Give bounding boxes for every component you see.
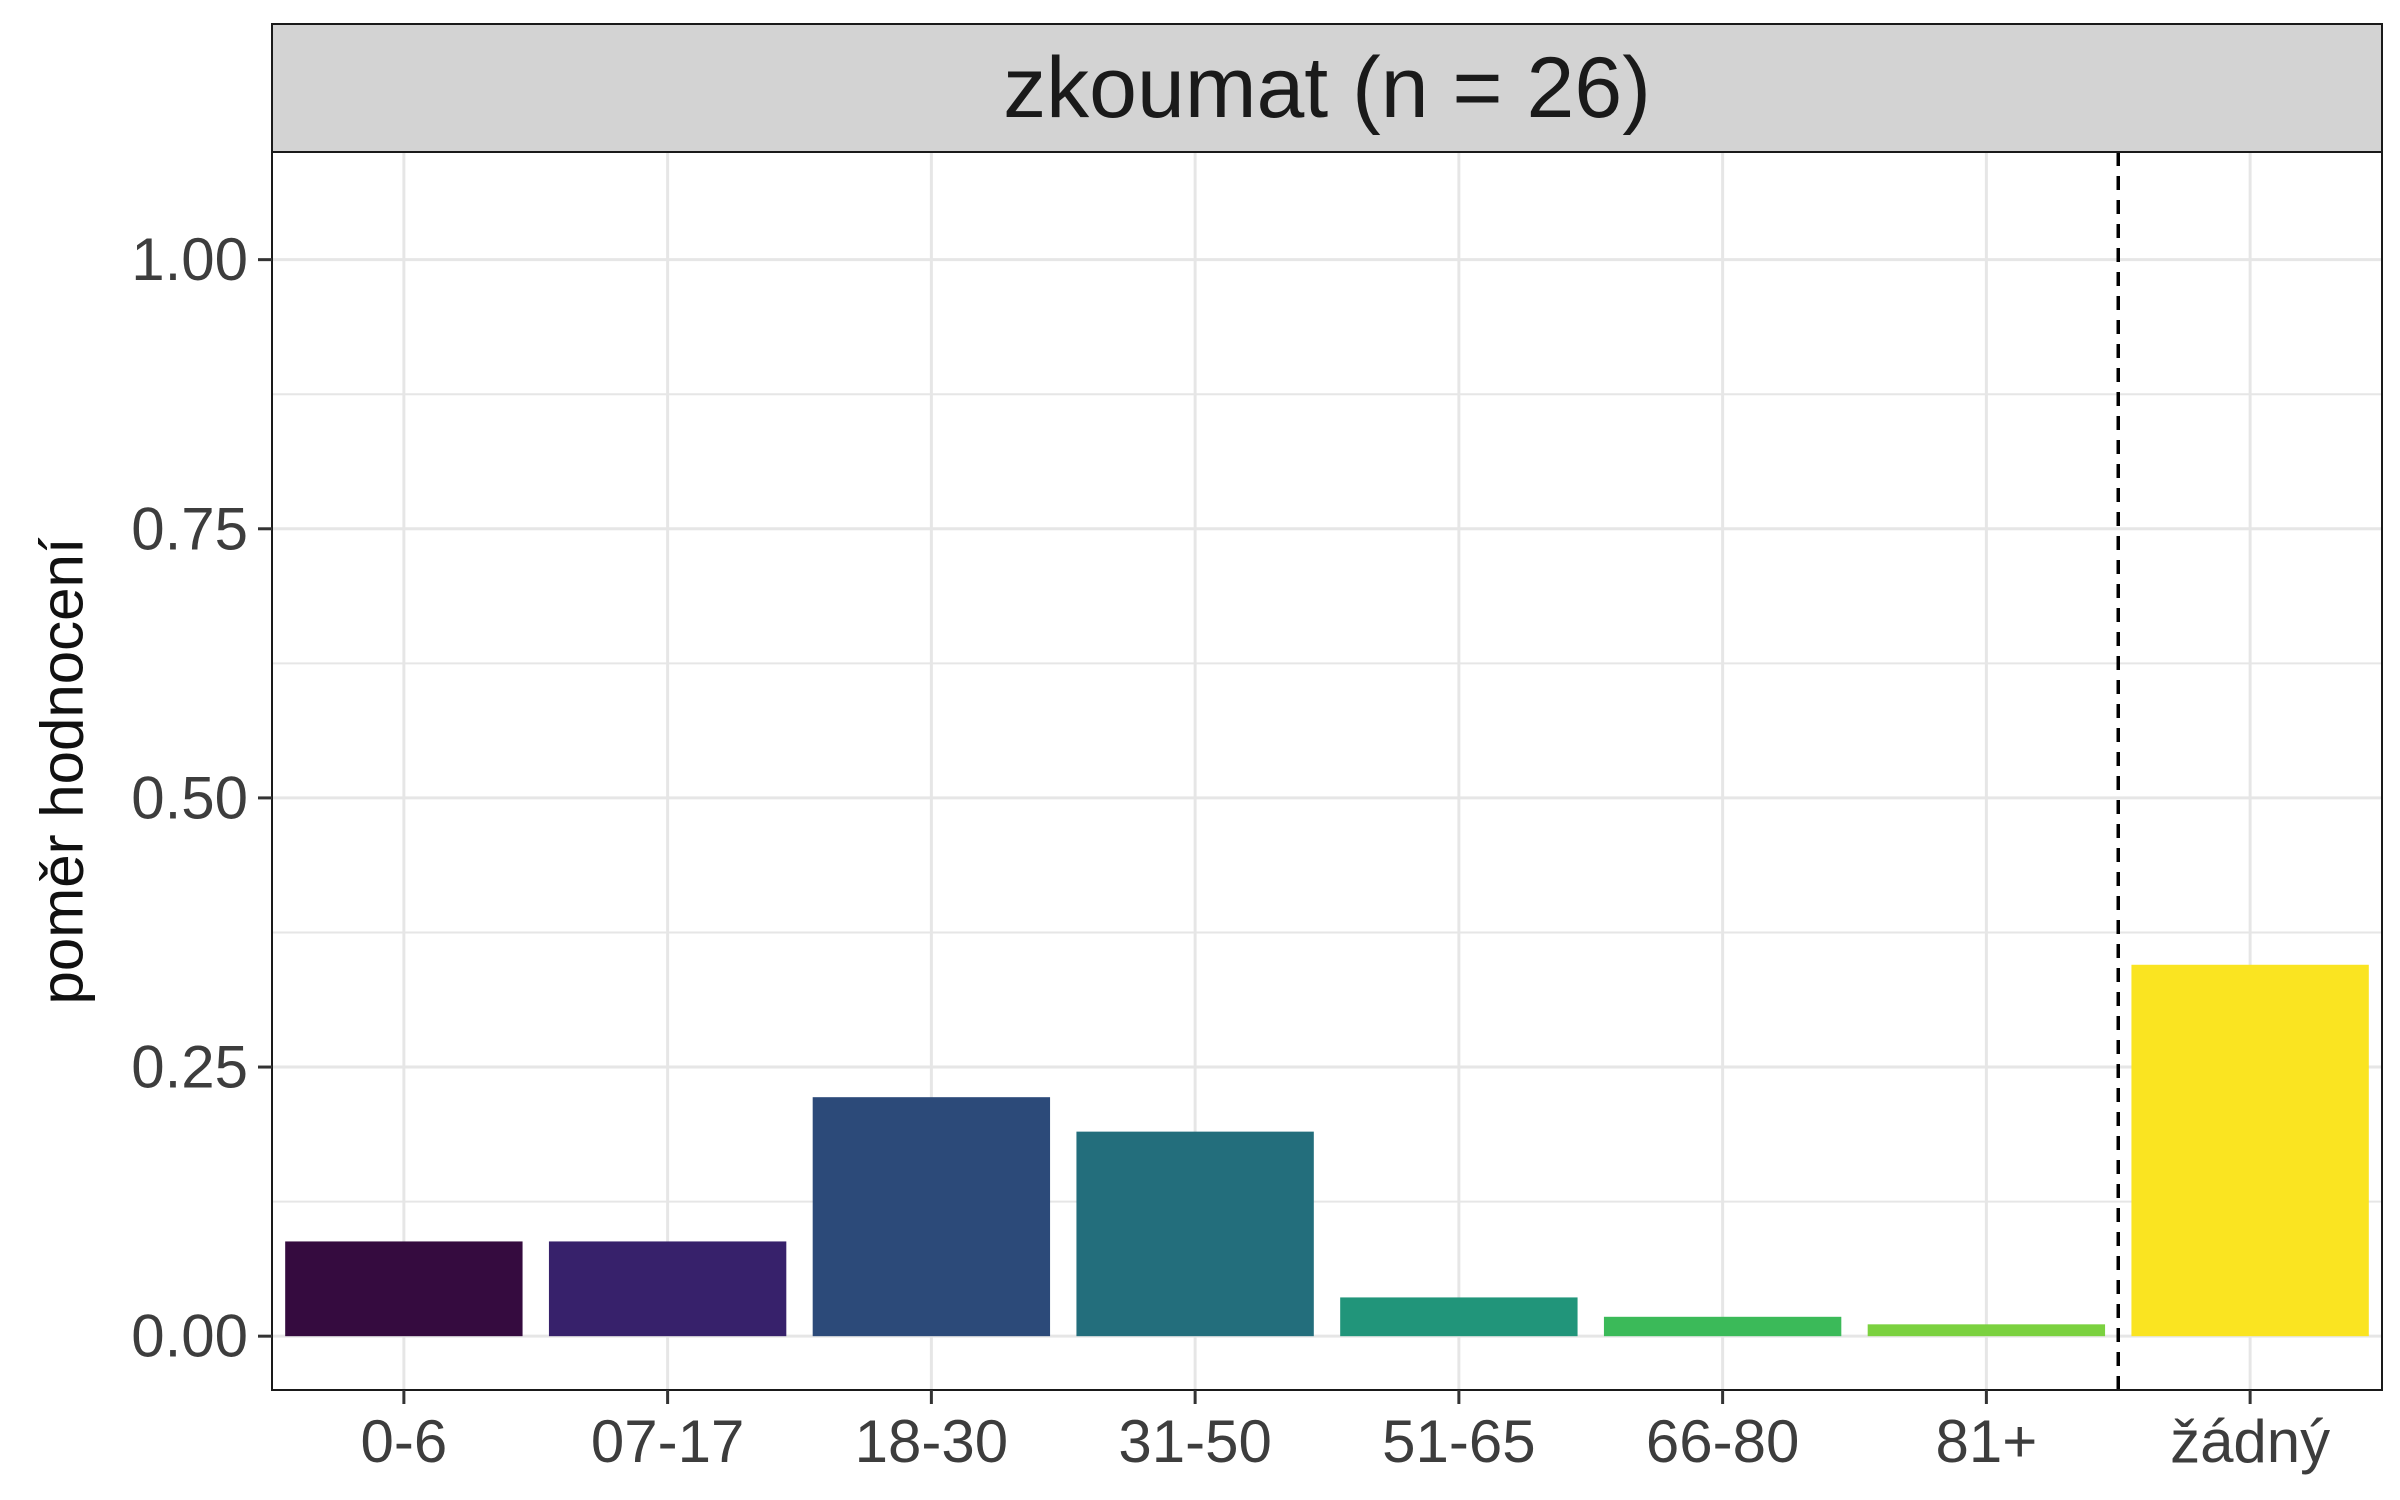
facet-strip-title: zkoumat (n = 26) (1003, 40, 1651, 136)
y-tick-label: 0.50 (131, 764, 248, 831)
y-axis: 0.00 0.25 0.50 0.75 1.00 (131, 226, 272, 1370)
x-tick-label: žádný (2170, 1408, 2330, 1475)
y-tick-label: 1.00 (131, 226, 248, 293)
x-tick-label: 66-80 (1646, 1408, 1799, 1475)
grid-lines (272, 152, 2382, 1390)
bar-0-6 (285, 1241, 523, 1337)
x-tick-label: 31-50 (1118, 1408, 1271, 1475)
bar-81+ (1867, 1324, 2106, 1337)
bar-18-30 (812, 1097, 1051, 1337)
bar-31-50 (1076, 1131, 1314, 1337)
facet-strip: zkoumat (n = 26) (271, 23, 2383, 153)
bar-07-17 (548, 1241, 787, 1337)
y-tick-label: 0.25 (131, 1034, 248, 1101)
facet-strip-background (271, 23, 2383, 153)
x-tick-label: 51-65 (1382, 1408, 1535, 1475)
x-tick-label: 18-30 (855, 1408, 1008, 1475)
y-axis-label: poměr hodnocení (29, 537, 96, 1004)
x-tick-label: 07-17 (591, 1408, 744, 1475)
bar-66-80 (1603, 1316, 1842, 1337)
y-tick-label: 0.75 (131, 495, 248, 562)
x-axis: 0-6 07-17 18-30 31-50 51-65 66-80 81+ žádný (361, 1390, 2330, 1475)
x-tick-label: 0-6 (361, 1408, 448, 1475)
bars (285, 964, 2369, 1337)
bar-51-65 (1340, 1297, 1578, 1337)
y-tick-label: 0.00 (131, 1303, 248, 1370)
bar-žádný (2131, 964, 2369, 1337)
x-tick-label: 81+ (1935, 1408, 2037, 1475)
panel-border (271, 151, 2383, 1391)
